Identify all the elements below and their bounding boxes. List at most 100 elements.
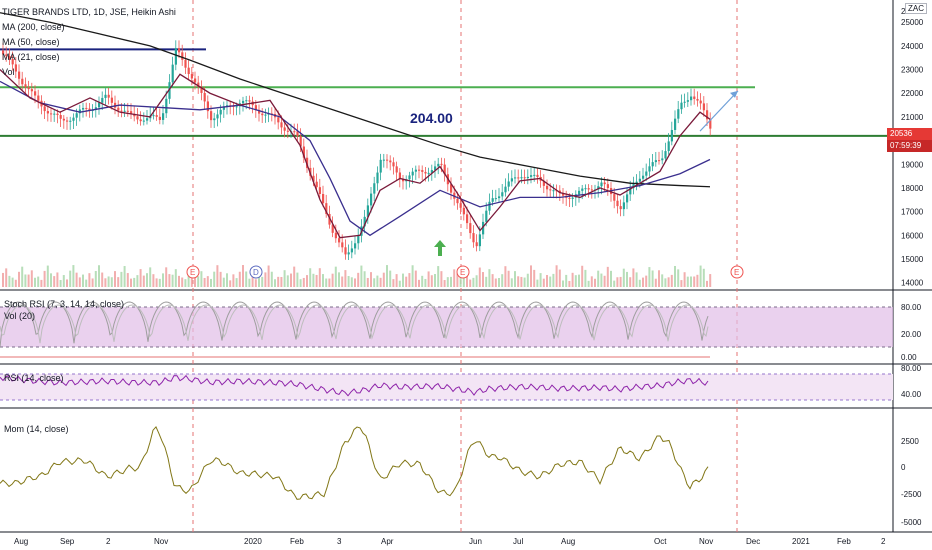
volume-bar — [482, 272, 484, 287]
candle-body — [53, 113, 56, 115]
volume-bar — [11, 277, 14, 287]
volume-bar — [46, 265, 49, 287]
candle-body — [533, 174, 536, 176]
candle-body — [78, 109, 81, 114]
volume-bar — [62, 275, 65, 287]
volume-bar — [59, 279, 62, 287]
price-tick-label: 17000 — [901, 208, 924, 217]
candle-body — [494, 198, 497, 200]
volume-bar — [325, 278, 328, 287]
volume-bar — [24, 274, 27, 287]
volume-bar — [82, 274, 84, 287]
candle-body — [536, 174, 539, 177]
volume-bar — [142, 275, 145, 287]
volume-bar — [690, 276, 692, 287]
candle-body — [510, 178, 513, 182]
candle-body — [34, 91, 37, 96]
candle-body — [14, 64, 17, 72]
volume-bar — [606, 266, 609, 287]
candle-body — [504, 186, 507, 193]
volume-bar — [645, 275, 648, 287]
candle-body — [590, 189, 593, 191]
time-tick-label: 2 — [881, 537, 886, 546]
candle-body — [443, 164, 446, 175]
candle-body — [651, 162, 654, 167]
candle-body — [75, 113, 78, 118]
candle-body — [520, 177, 523, 179]
volume-bar — [366, 277, 369, 287]
candle-body — [30, 89, 33, 92]
currency-badge[interactable]: ZAC — [905, 3, 927, 14]
candle-body — [56, 113, 59, 116]
volume-bar — [104, 278, 107, 287]
volume-bar — [283, 270, 286, 287]
volume-bar — [379, 277, 382, 287]
volume-bar — [136, 275, 139, 287]
volume-bar — [571, 272, 574, 287]
volume-bar — [270, 271, 273, 287]
volume-bar — [635, 272, 638, 287]
volume-bar — [520, 276, 523, 287]
chart-title: TIGER BRANDS LTD, 1D, JSE, Heikin Ashi — [2, 7, 176, 17]
candle-body — [709, 119, 712, 129]
candle-body — [603, 182, 606, 185]
candle-body — [110, 97, 113, 103]
time-tick-label: Nov — [154, 537, 168, 546]
volume-bar — [40, 279, 43, 287]
candle-body — [66, 120, 69, 122]
candle-body — [85, 107, 88, 109]
candle-body — [331, 224, 334, 233]
volume-bar — [702, 268, 705, 287]
volume-bar — [344, 270, 347, 287]
candle-body — [661, 158, 664, 161]
volume-bar — [264, 272, 267, 287]
candle-body — [37, 95, 40, 101]
candle-body — [491, 198, 494, 202]
volume-bar — [616, 277, 619, 287]
candle-body — [389, 160, 392, 163]
price-tick-label: 22000 — [901, 89, 924, 98]
candle-body — [226, 105, 229, 107]
mom-tick-label: 0 — [901, 463, 906, 472]
candle-body — [430, 170, 433, 173]
time-tick-label: Aug — [14, 537, 28, 546]
candle-body — [363, 216, 366, 227]
candle-body — [328, 213, 331, 225]
candle-body — [395, 166, 398, 173]
volume-bar — [299, 279, 302, 287]
stoch-tick-label: 20.00 — [901, 330, 922, 339]
volume-bar — [510, 278, 513, 287]
candle-body — [187, 67, 190, 75]
volume-bar — [414, 270, 417, 287]
stoch-tick-label: 0.00 — [901, 353, 917, 362]
candle-body — [568, 197, 571, 199]
candle-body — [472, 233, 475, 243]
candle-body — [498, 196, 501, 199]
volume-bar — [558, 269, 561, 287]
volume-bar — [434, 274, 436, 287]
candle-body — [152, 115, 155, 117]
candle-body — [482, 221, 485, 235]
time-tick-label: 2 — [106, 537, 111, 546]
volume-bar — [165, 267, 168, 287]
volume-bar — [658, 270, 660, 287]
candle-body — [645, 171, 648, 176]
volume-bar — [322, 274, 324, 287]
buy-arrow-icon — [434, 240, 446, 256]
stoch-d-line — [0, 304, 709, 344]
volume-bar — [110, 277, 113, 287]
volume-bar — [389, 270, 392, 287]
candle-body — [642, 175, 645, 179]
volume-bar — [491, 274, 494, 287]
candle-body — [648, 166, 651, 172]
candle-body — [126, 110, 129, 112]
time-tick-label: Jul — [513, 537, 523, 546]
volume-bar — [18, 271, 20, 287]
volume-bar — [370, 272, 372, 287]
mom-pane-title: Mom (14, close) — [4, 424, 69, 434]
candle-body — [354, 243, 357, 249]
volume-bar — [280, 276, 283, 287]
volume-bar — [171, 274, 174, 287]
candle-body — [302, 146, 305, 158]
volume-bar — [450, 276, 452, 287]
